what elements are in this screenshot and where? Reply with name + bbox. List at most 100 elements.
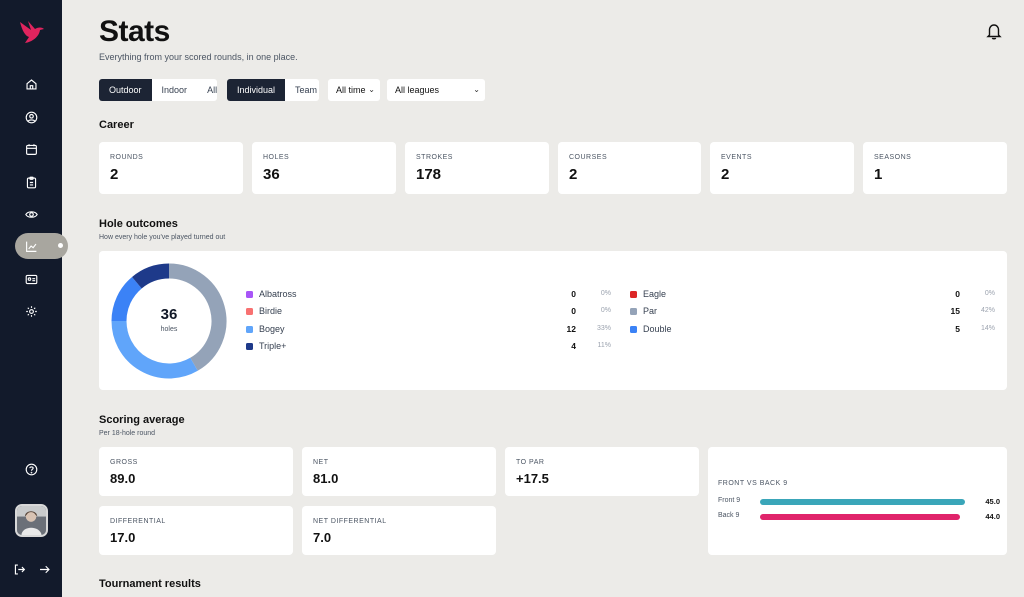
- career-stat-card: ROUNDS 2: [99, 142, 243, 194]
- front-nine-row: Front 9 45.0: [718, 497, 1000, 507]
- legend-percent: 0%: [600, 307, 611, 314]
- nav-home[interactable]: [15, 71, 68, 97]
- legend-percent: 11%: [597, 342, 612, 349]
- donut-slice-triple-plus: [132, 263, 170, 289]
- league-select-value: All leagues: [395, 85, 440, 95]
- career-stat-card: STROKES 178: [405, 142, 549, 194]
- arrow-right-icon[interactable]: [38, 563, 51, 576]
- logout-icon[interactable]: [13, 563, 26, 576]
- avatar-photo: [17, 506, 46, 535]
- front-back-card: FRONT VS BACK 9 Front 9 45.0 Back 9 44.0: [708, 447, 1007, 555]
- front-nine-bar: [760, 499, 965, 505]
- stat-value: 1: [874, 166, 883, 183]
- legend-name: Par: [643, 306, 658, 316]
- user-circle-icon: [25, 111, 38, 123]
- legend-swatch: [630, 308, 637, 315]
- stat-label: ROUNDS: [110, 154, 144, 161]
- legend-name: Double: [643, 324, 672, 334]
- calendar-icon: [26, 143, 37, 155]
- legend-percent: 14%: [980, 325, 995, 332]
- stat-label: DIFFERENTIAL: [110, 518, 166, 525]
- donut-total: 36: [160, 306, 178, 323]
- legend-count: 4: [571, 341, 576, 351]
- legend-count: 5: [955, 324, 960, 334]
- bird-logo[interactable]: [18, 18, 46, 46]
- legend-item-triple-plus: Triple+ 4 11%: [246, 341, 611, 353]
- legend-swatch: [246, 291, 253, 298]
- avatar[interactable]: [15, 504, 48, 537]
- home-icon: [26, 78, 37, 90]
- stat-label: HOLES: [263, 154, 290, 161]
- stat-value: 178: [416, 166, 442, 183]
- mode-option-team[interactable]: Team: [295, 85, 318, 95]
- donut-total-label: holes: [160, 326, 178, 333]
- legend-percent: 42%: [980, 307, 995, 314]
- legend-item-bogey: Bogey 12 33%: [246, 324, 611, 336]
- venue-option-outdoor[interactable]: Outdoor: [99, 79, 152, 101]
- chevron-down-icon: ⌄: [368, 85, 375, 94]
- stat-value: 2: [569, 166, 578, 183]
- stat-label: EVENTS: [721, 154, 753, 161]
- career-title: Career: [99, 119, 134, 131]
- nav-calendar[interactable]: [15, 136, 68, 162]
- legend-percent: 0%: [984, 290, 995, 297]
- league-select[interactable]: All leagues ⌄: [387, 79, 485, 101]
- nav-stats[interactable]: [15, 233, 68, 259]
- venue-option-all[interactable]: All: [207, 85, 217, 95]
- clipboard-icon: [26, 176, 37, 188]
- legend-item-birdie: Birdie 0 0%: [246, 306, 611, 318]
- scoring-stat-card: TO PAR +17.5: [505, 447, 699, 496]
- stat-label: GROSS: [110, 459, 138, 466]
- mode-option-individual[interactable]: Individual: [227, 79, 286, 101]
- legend-name: Triple+: [259, 341, 287, 351]
- legend-percent: 0%: [600, 290, 611, 297]
- scoring-title: Scoring average: [99, 414, 185, 426]
- legend-item-eagle: Eagle 0 0%: [630, 289, 995, 301]
- nav-help[interactable]: [15, 456, 68, 482]
- legend-name: Bogey: [259, 324, 285, 334]
- back-nine-value: 44.0: [985, 512, 1000, 521]
- id-card-icon: [25, 274, 38, 284]
- nav-settings[interactable]: [15, 298, 68, 324]
- legend-item-double: Double 5 14%: [630, 324, 995, 336]
- donut-slice-bogey: [111, 320, 198, 379]
- stat-value: 7.0: [313, 530, 332, 545]
- back-nine-bar: [760, 514, 961, 520]
- career-stat-card: SEASONS 1: [863, 142, 1007, 194]
- back-nine-row: Back 9 44.0: [718, 512, 1000, 522]
- venue-option-indoor[interactable]: Indoor: [161, 85, 188, 95]
- time-select[interactable]: All time ⌄: [328, 79, 380, 101]
- stat-value: 36: [263, 166, 280, 183]
- legend-swatch: [630, 291, 637, 298]
- sidebar: [0, 0, 68, 597]
- stat-value: 2: [721, 166, 730, 183]
- stat-value: +17.5: [516, 471, 549, 486]
- legend-swatch: [246, 343, 253, 350]
- legend-swatch: [246, 326, 253, 333]
- career-stat-card: COURSES 2: [558, 142, 701, 194]
- legend-count: 15: [950, 306, 960, 316]
- chart-line-icon: [26, 241, 37, 252]
- page-title: Stats: [99, 15, 170, 48]
- eye-icon: [25, 210, 38, 218]
- nav-scorecard[interactable]: [15, 169, 68, 195]
- stat-label: TO PAR: [516, 459, 545, 466]
- front-nine-value: 45.0: [985, 497, 1000, 506]
- nav-profile[interactable]: [15, 104, 68, 130]
- bell-icon[interactable]: [985, 22, 1003, 40]
- nav-membership[interactable]: [15, 266, 68, 292]
- stat-label: NET DIFFERENTIAL: [313, 518, 387, 525]
- legend-name: Eagle: [643, 289, 667, 299]
- nav-watch[interactable]: [15, 201, 68, 227]
- legend-count: 0: [955, 289, 960, 299]
- stat-value: 17.0: [110, 530, 136, 545]
- stat-value: 2: [110, 166, 119, 183]
- scoring-stat-card: DIFFERENTIAL 17.0: [99, 506, 293, 555]
- mode-toggle: Individual Team: [227, 79, 319, 101]
- outcomes-subtitle: How every hole you've played turned out: [99, 234, 226, 241]
- help-icon: [25, 463, 38, 475]
- stat-label: COURSES: [569, 154, 608, 161]
- front-back-title: FRONT VS BACK 9: [718, 480, 788, 487]
- legend-item-albatross: Albatross 0 0%: [246, 289, 611, 301]
- front-nine-label: Front 9: [718, 497, 741, 504]
